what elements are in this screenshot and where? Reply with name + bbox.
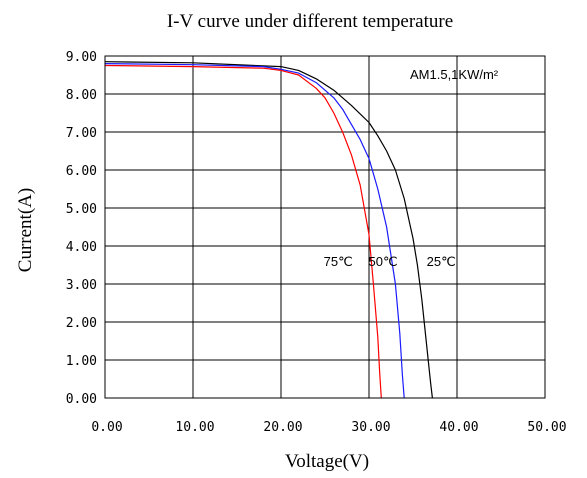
x-tick-label: 10.00 [175, 420, 214, 435]
y-tick-label: 6.00 [66, 164, 97, 179]
plot-frame [104, 55, 546, 399]
y-tick-label: 8.00 [66, 88, 97, 103]
y-tick-label: 4.00 [66, 240, 97, 255]
x-tick-label: 20.00 [263, 420, 302, 435]
annotation-text: AM1.5,1KW/m² [410, 67, 499, 82]
y-tick-label: 9.00 [66, 50, 97, 65]
x-tick-label: 30.00 [351, 420, 390, 435]
series-line-2 [104, 62, 405, 399]
x-tick-labels: 0.00 10.00 20.00 30.00 40.00 50.00 [91, 420, 566, 435]
y-tick-label: 5.00 [66, 202, 97, 217]
grid-lines [104, 55, 546, 399]
series-line-1 [104, 61, 433, 399]
y-tick-label: 0.00 [66, 392, 97, 407]
y-tick-label: 2.00 [66, 316, 97, 331]
x-tick-label: 50.00 [527, 420, 566, 435]
series-label: 25℃ [427, 254, 456, 269]
y-axis-label: Current(A) [15, 188, 36, 272]
x-axis-label: Voltage(V) [285, 451, 369, 472]
y-tick-labels: 0.00 1.00 2.00 3.00 4.00 5.00 6.00 7.00 8.00 9.00 [66, 50, 97, 407]
x-tick-label: 40.00 [439, 420, 478, 435]
series-line-3 [104, 64, 382, 399]
chart-title: I-V curve under different temperature [167, 11, 453, 32]
x-tick-label: 0.00 [91, 420, 122, 435]
series-labels: 75℃ 50℃ 25℃ [324, 254, 456, 269]
y-tick-label: 1.00 [66, 354, 97, 369]
y-tick-label: 3.00 [66, 278, 97, 293]
series-label: 50℃ [369, 254, 398, 269]
series-lines [104, 61, 433, 399]
series-label: 75℃ [324, 254, 353, 269]
y-tick-label: 7.00 [66, 126, 97, 141]
